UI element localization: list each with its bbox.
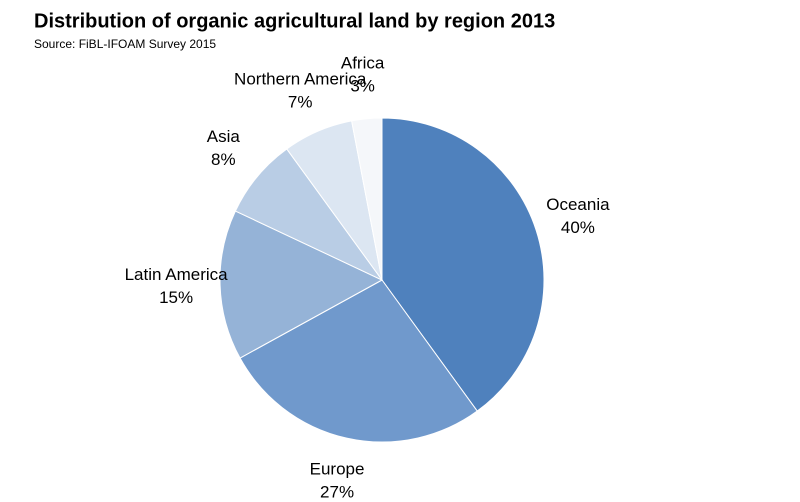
slice-value-label: 40% [561,218,595,237]
slice-label: Asia [207,127,241,146]
slice-label: Oceania [546,195,610,214]
slice-value-label: 7% [288,92,313,111]
pie-slice [239,279,478,443]
chart-subtitle: Source: FiBL-IFOAM Survey 2015 [34,37,216,51]
slice-value-label: 15% [159,288,193,307]
slice-label: Europe [310,460,365,479]
slice-label: Northern America [234,69,367,88]
chart-title: Distribution of organic agricultural lan… [34,10,555,32]
slice-label: Latin America [125,265,229,284]
pie-slice [351,117,383,281]
slice-label: Africa [341,53,385,72]
slice-value-label: 27% [320,483,354,502]
slice-value-label: 3% [350,76,375,95]
pie-slice [219,210,384,359]
pie-slice [381,117,545,412]
slice-value-label: 8% [211,150,236,169]
